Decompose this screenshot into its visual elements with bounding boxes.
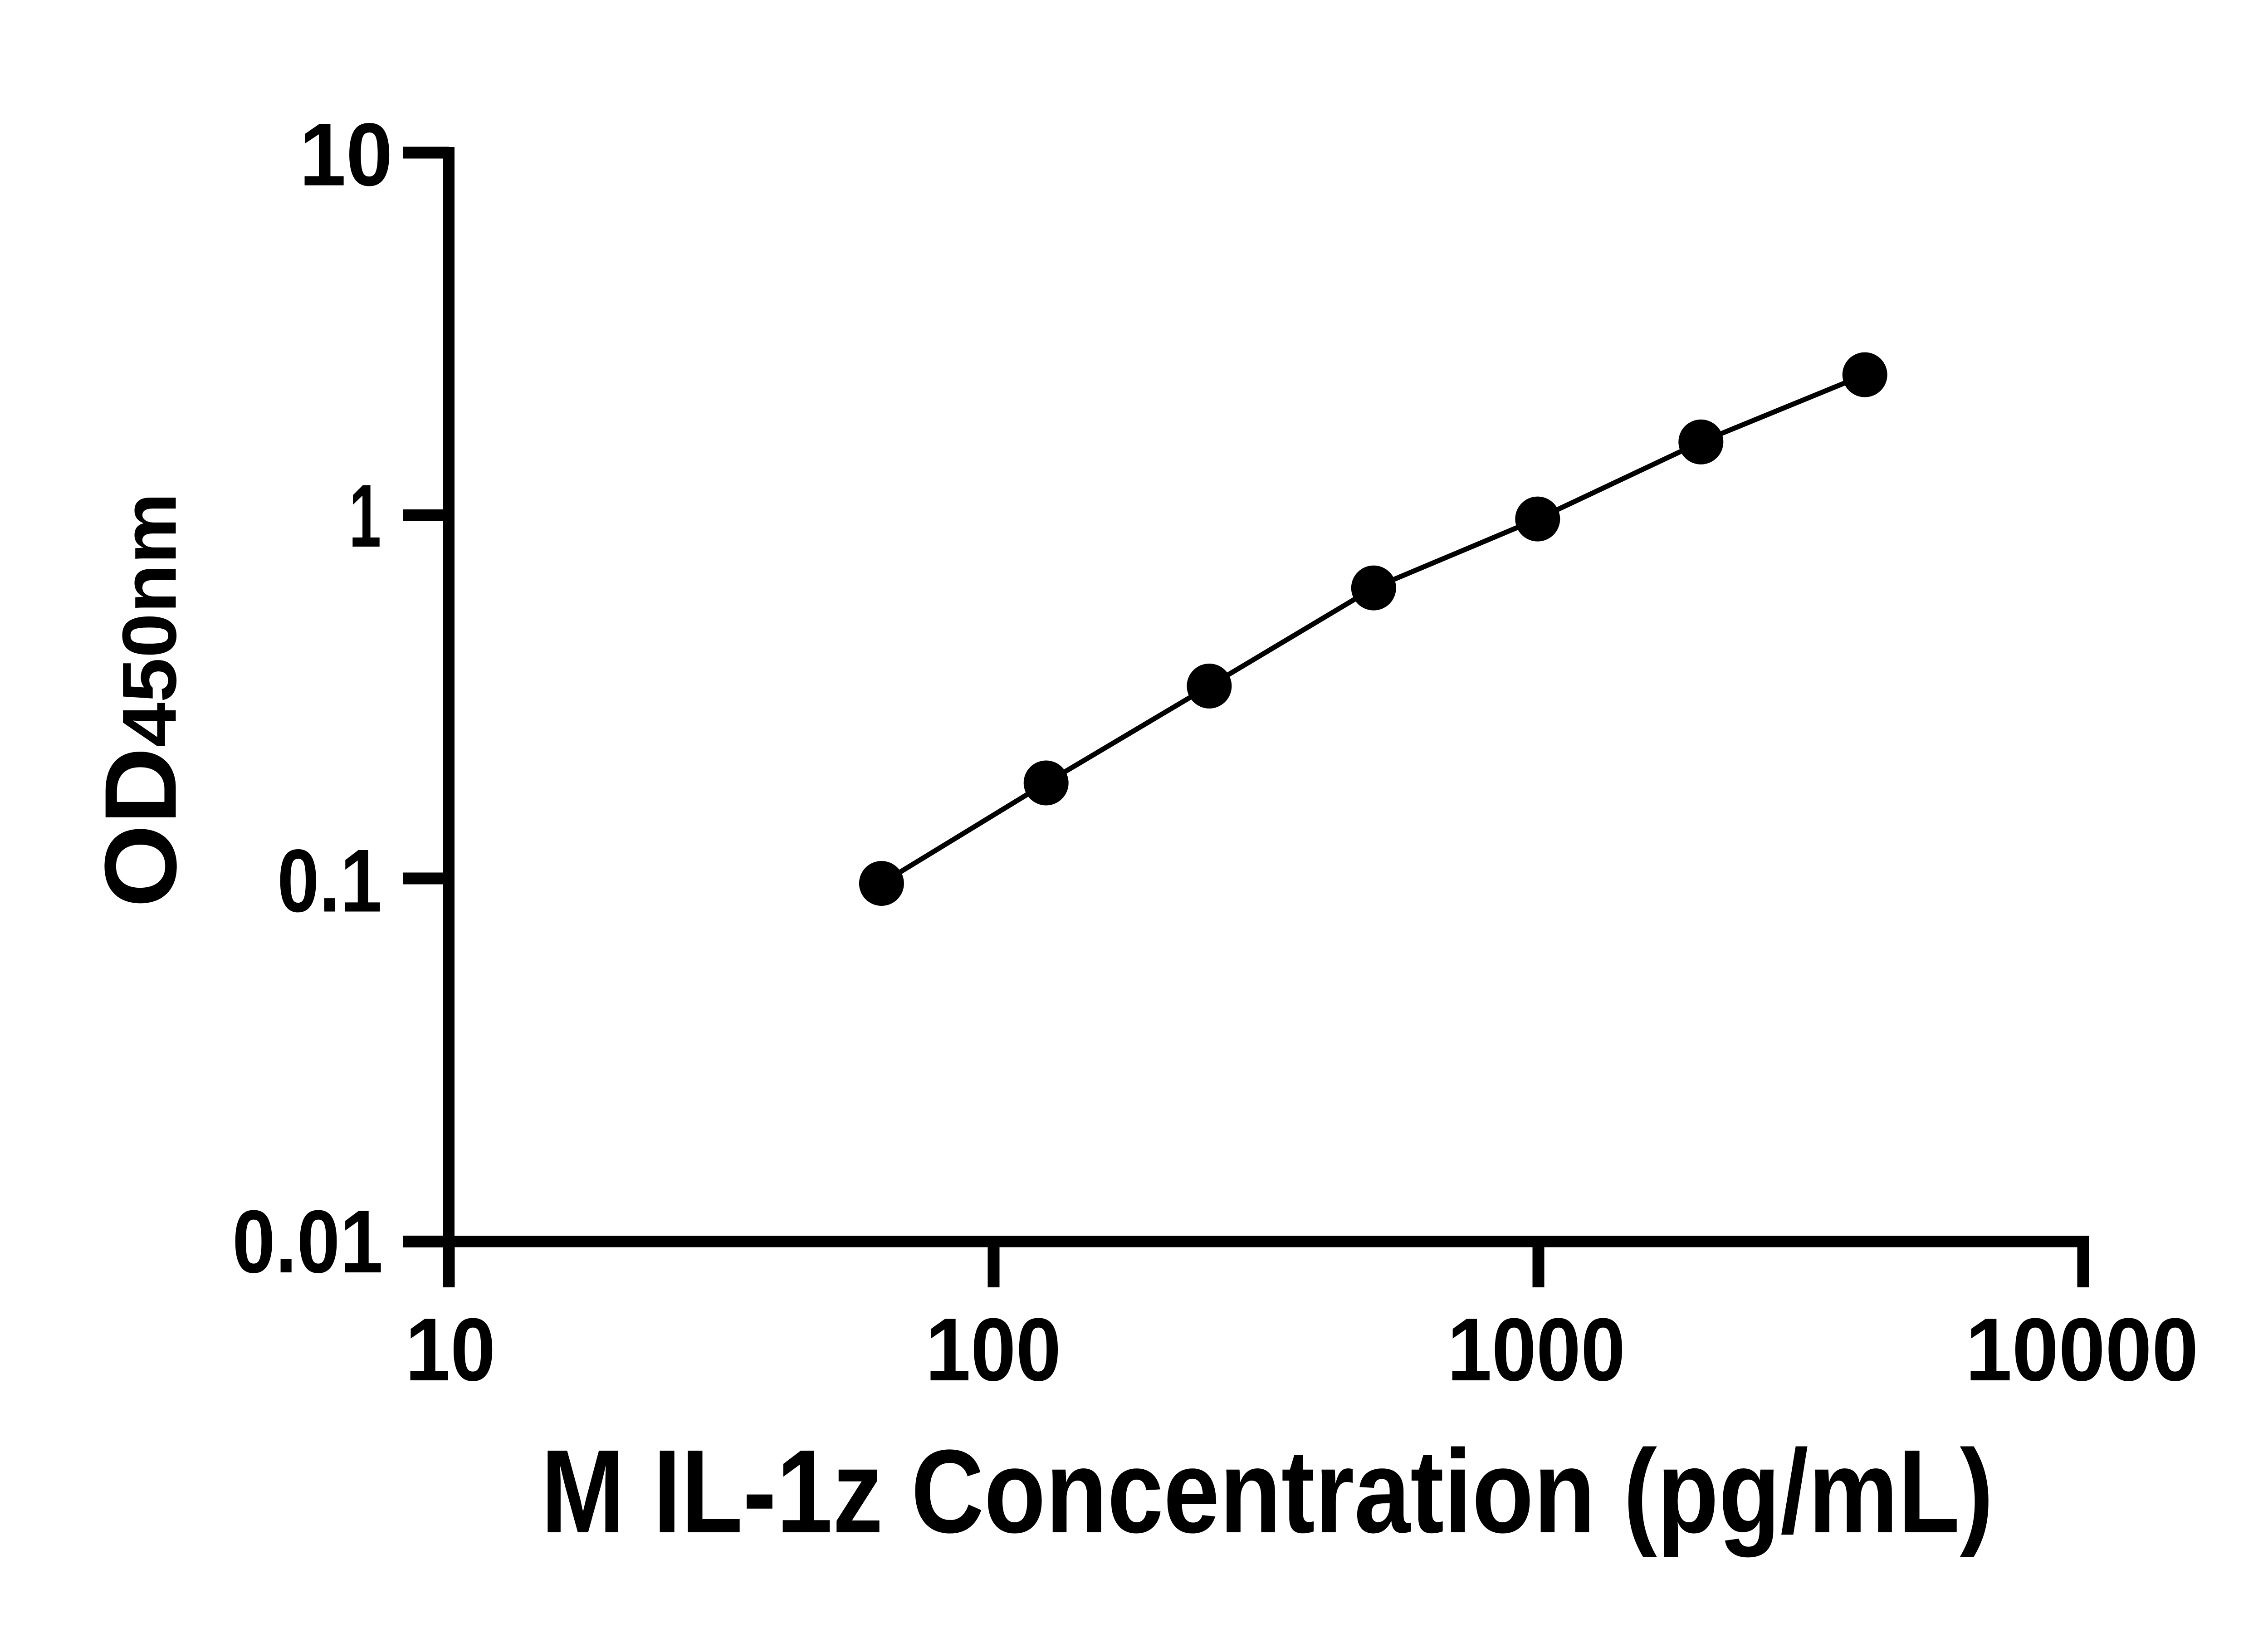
svg-text:10: 10 [299,105,393,205]
svg-text:1: 1 [349,466,381,566]
svg-text:10000: 10000 [1965,1300,2199,1399]
svg-text:OD450nm: OD450nm [83,493,198,908]
svg-text:M IL-1z Concentration (pg/mL): M IL-1z Concentration (pg/mL) [541,1425,1994,1558]
svg-text:10: 10 [405,1300,495,1399]
svg-text:0.1: 0.1 [277,831,382,931]
svg-text:1000: 1000 [1447,1300,1626,1399]
svg-text:0.01: 0.01 [232,1192,383,1291]
svg-text:100: 100 [925,1300,1061,1399]
